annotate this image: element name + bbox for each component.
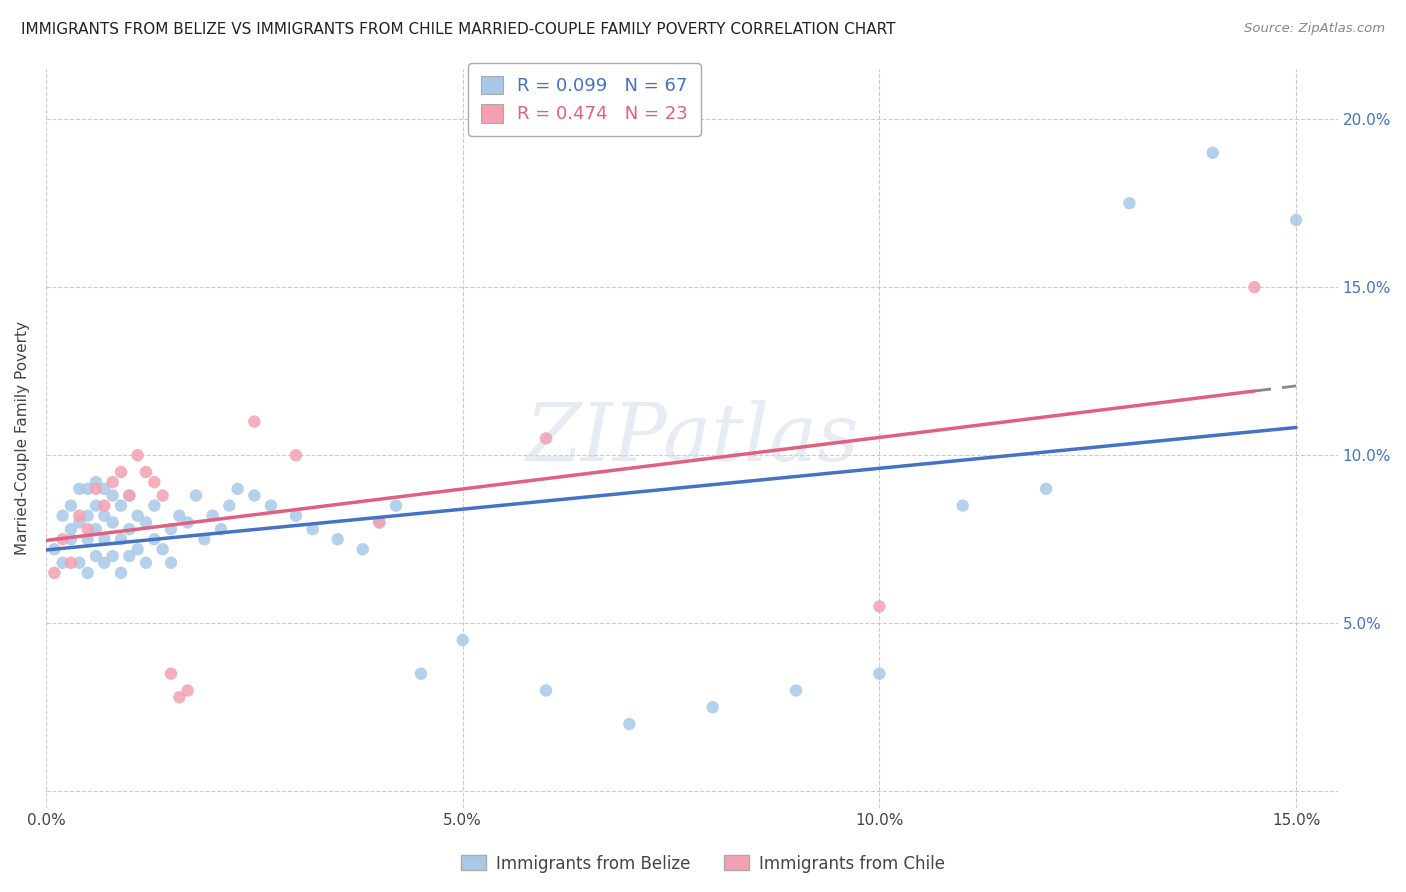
Point	[59, 499, 82, 513]
Point	[209, 522, 232, 536]
Point	[368, 516, 391, 530]
Point	[1202, 145, 1225, 160]
Point	[534, 683, 557, 698]
Point	[285, 508, 308, 523]
Text: IMMIGRANTS FROM BELIZE VS IMMIGRANTS FROM CHILE MARRIED-COUPLE FAMILY POVERTY CO: IMMIGRANTS FROM BELIZE VS IMMIGRANTS FRO…	[21, 22, 896, 37]
Point	[101, 549, 124, 563]
Point	[619, 717, 641, 731]
Point	[868, 599, 890, 614]
Point	[93, 482, 115, 496]
Point	[243, 415, 266, 429]
Point	[67, 516, 90, 530]
Point	[93, 508, 115, 523]
Point	[152, 542, 174, 557]
Point	[184, 489, 207, 503]
Point	[52, 556, 75, 570]
Point	[135, 516, 157, 530]
Legend: Immigrants from Belize, Immigrants from Chile: Immigrants from Belize, Immigrants from …	[454, 848, 952, 880]
Point	[118, 549, 141, 563]
Point	[93, 533, 115, 547]
Point	[127, 508, 149, 523]
Point	[301, 522, 323, 536]
Point	[110, 465, 132, 479]
Point	[534, 432, 557, 446]
Point	[59, 522, 82, 536]
Point	[160, 556, 183, 570]
Point	[169, 508, 191, 523]
Point	[76, 482, 98, 496]
Point	[368, 516, 391, 530]
Point	[385, 499, 408, 513]
Point	[127, 448, 149, 462]
Point	[451, 633, 474, 648]
Point	[118, 489, 141, 503]
Point	[84, 482, 107, 496]
Point	[1035, 482, 1057, 496]
Point	[76, 508, 98, 523]
Point	[135, 465, 157, 479]
Point	[285, 448, 308, 462]
Point	[160, 666, 183, 681]
Point	[1285, 213, 1308, 227]
Point	[110, 533, 132, 547]
Point	[326, 533, 349, 547]
Point	[84, 549, 107, 563]
Point	[952, 499, 974, 513]
Point	[93, 556, 115, 570]
Point	[201, 508, 224, 523]
Text: ZIPatlas: ZIPatlas	[524, 400, 859, 477]
Point	[143, 499, 166, 513]
Point	[76, 522, 98, 536]
Legend: R = 0.099   N = 67, R = 0.474   N = 23: R = 0.099 N = 67, R = 0.474 N = 23	[468, 63, 700, 136]
Point	[44, 542, 66, 557]
Point	[59, 556, 82, 570]
Text: Source: ZipAtlas.com: Source: ZipAtlas.com	[1244, 22, 1385, 36]
Point	[409, 666, 432, 681]
Point	[152, 489, 174, 503]
Point	[44, 566, 66, 580]
Point	[118, 489, 141, 503]
Point	[67, 556, 90, 570]
Point	[702, 700, 724, 714]
Point	[76, 533, 98, 547]
Point	[118, 522, 141, 536]
Point	[868, 666, 890, 681]
Point	[76, 566, 98, 580]
Point	[1243, 280, 1265, 294]
Point	[110, 566, 132, 580]
Point	[110, 499, 132, 513]
Point	[176, 516, 198, 530]
Point	[226, 482, 249, 496]
Point	[93, 499, 115, 513]
Point	[176, 683, 198, 698]
Point	[67, 508, 90, 523]
Point	[52, 508, 75, 523]
Point	[135, 556, 157, 570]
Point	[1118, 196, 1140, 211]
Point	[52, 533, 75, 547]
Point	[84, 499, 107, 513]
Point	[127, 542, 149, 557]
Point	[67, 482, 90, 496]
Point	[84, 475, 107, 489]
Y-axis label: Married-Couple Family Poverty: Married-Couple Family Poverty	[15, 321, 30, 556]
Point	[218, 499, 240, 513]
Point	[101, 516, 124, 530]
Point	[193, 533, 215, 547]
Point	[260, 499, 283, 513]
Point	[59, 533, 82, 547]
Point	[243, 489, 266, 503]
Point	[101, 475, 124, 489]
Point	[143, 533, 166, 547]
Point	[101, 489, 124, 503]
Point	[143, 475, 166, 489]
Point	[785, 683, 807, 698]
Point	[160, 522, 183, 536]
Point	[169, 690, 191, 705]
Point	[84, 522, 107, 536]
Point	[352, 542, 374, 557]
